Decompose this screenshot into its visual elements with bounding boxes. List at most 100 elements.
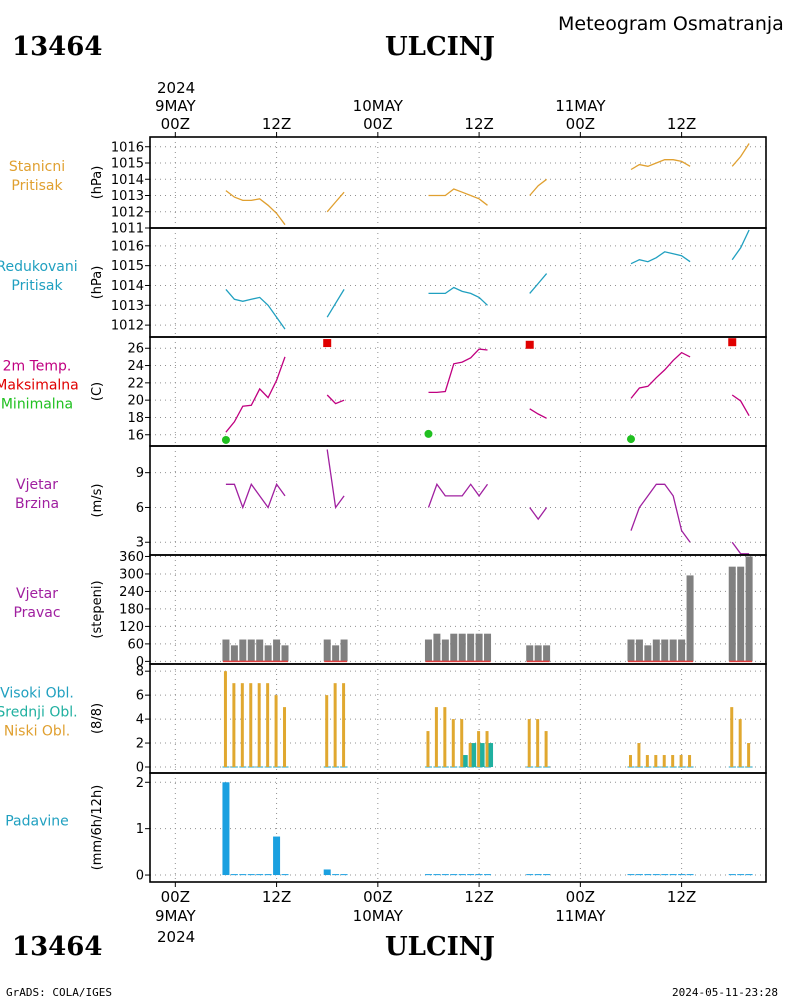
cloud-low-bar-21	[544, 731, 548, 768]
date-label-bottom-2: 10MAY	[353, 907, 404, 925]
cloud-low-bar-27	[671, 755, 675, 768]
ytick-label-wind-direction-4: 240	[119, 585, 144, 600]
panel-label-wind-direction-0: Vjetar	[16, 586, 58, 602]
ytick-label-wind-direction-6: 360	[119, 550, 144, 565]
cloud-low-bar-31	[738, 719, 742, 768]
wind-direction-bar-8	[323, 639, 331, 662]
station_pressure-series-line-3	[529, 178, 547, 196]
time-tick-top-5: 12Z	[667, 115, 696, 133]
wind-direction-bar-26	[661, 639, 669, 662]
precipitation-bar-16	[467, 874, 475, 876]
wind-direction-bar-15	[458, 633, 466, 662]
ytick-label-station-pressure-4: 1015	[111, 157, 144, 172]
panel-frame-wind-speed	[149, 445, 767, 556]
panel-wind-direction: 0 60 120 180 240 300 360 (stepeni) Vjetar Pravac	[13, 550, 767, 670]
precipitation-bar-6	[273, 836, 281, 876]
temp-max-marker-2	[728, 338, 737, 347]
panel-temperature: 16 18 20 22 24 26 (C) 2m Temp. Maksimalna Minimal…	[0, 336, 767, 447]
cloud-low-bar-12	[434, 707, 438, 768]
ytick-label-cloud-cover-3: 6	[136, 689, 144, 704]
cloud-low-bar-10	[342, 683, 346, 768]
station_pressure-series-line-0	[225, 190, 286, 226]
reduced_pressure-series-line-4	[630, 251, 691, 265]
ytick-label-temperature-3: 22	[127, 376, 144, 391]
ytick-label-wind-speed-0: 3	[136, 536, 144, 551]
time-tick-bottom-3: 12Z	[464, 888, 493, 906]
time-tick-top-3: 12Z	[464, 115, 493, 133]
wind-direction-bar-21	[543, 645, 551, 662]
wind-direction-bar-14	[450, 633, 458, 662]
cloud-low-bar-13	[443, 707, 447, 768]
temperature-series-line-1	[326, 394, 345, 405]
wind-direction-bar-22	[627, 639, 635, 662]
panel-label-wind-speed-1: Brzina	[15, 496, 59, 512]
ytick-label-temperature-4: 24	[127, 359, 144, 374]
wind-direction-bar-5	[264, 645, 272, 662]
wind-direction-bar-6	[273, 639, 281, 662]
ytick-label-cloud-cover-0: 0	[136, 761, 144, 776]
precipitation-bar-25	[652, 874, 660, 876]
panel-precipitation: 0 1 2 (mm/6h/12h) Padavine	[5, 772, 767, 884]
cloud-low-bar-22	[628, 755, 632, 768]
station_pressure-series-line-1	[326, 191, 345, 213]
time-tick-top-2: 00Z	[363, 115, 392, 133]
ytick-label-reduced-pressure-2: 1014	[111, 279, 144, 294]
time-tick-top-1: 12Z	[262, 115, 291, 133]
time-tick-bottom-5: 12Z	[667, 888, 696, 906]
cloud-low-bar-9	[333, 683, 337, 768]
station_pressure-series-line-2	[428, 188, 488, 206]
wind-direction-bar-31	[737, 566, 745, 662]
cloud-low-bar-7	[283, 707, 287, 768]
unit-label-temperature: (C)	[90, 382, 105, 401]
city-title-bottom: ULCINJ	[385, 932, 495, 962]
temp-min-marker-1	[424, 429, 433, 438]
panel-frame-reduced-pressure	[149, 227, 767, 338]
year-label-top: 2024	[157, 79, 195, 97]
cloud-low-bar-5	[266, 683, 270, 768]
cloud-low-bar-2	[240, 683, 244, 768]
station-id-bottom: 13464	[12, 932, 102, 962]
unit-label-reduced-pressure: (hPa)	[90, 266, 105, 300]
wind-direction-bar-10	[340, 639, 348, 662]
wind-direction-bar-30	[728, 566, 736, 662]
precipitation-bar-28	[678, 874, 686, 876]
panel-wind-speed: 3 6 9 (m/s) Vjetar Brzina	[15, 445, 767, 556]
wind-direction-bar-12	[433, 633, 441, 662]
unit-label-station-pressure: (hPa)	[90, 166, 105, 200]
cloud-low-bar-6	[274, 695, 278, 768]
unit-label-precipitation: (mm/6h/12h)	[90, 785, 105, 871]
cloud-mid-bar-17	[477, 743, 485, 768]
panel-label-reduced-pressure-1: Pritisak	[11, 278, 63, 294]
ytick-label-cloud-cover-4: 8	[136, 665, 144, 680]
wind-direction-bar-18	[484, 633, 492, 662]
ytick-label-temperature-1: 18	[127, 411, 144, 426]
date-label-bottom-0: 9MAY	[155, 907, 197, 925]
wind-direction-bar-25	[652, 639, 660, 662]
station-id-top: 13464	[12, 32, 102, 62]
time-tick-top-0: 00Z	[161, 115, 190, 133]
reduced_pressure-series-line-1	[326, 289, 345, 318]
temp-max-marker-1	[525, 340, 534, 349]
cloud-low-bar-19	[527, 719, 531, 768]
time-tick-bottom-0: 00Z	[161, 888, 190, 906]
precipitation-bar-17	[475, 874, 483, 876]
precipitation-bar-1	[230, 874, 238, 876]
panels-group: 101110121013101410151016(hPa)StanicniPri…	[0, 136, 767, 884]
wind_speed-series-line-0	[225, 482, 286, 510]
cloud-low-bar-28	[679, 755, 683, 768]
meteogram-subtitle: Meteogram Osmatranja	[558, 13, 784, 35]
station_pressure-series-line-4	[630, 159, 691, 171]
ytick-label-reduced-pressure-3: 1015	[111, 259, 144, 274]
precipitation-bar-32	[745, 874, 753, 876]
precipitation-bar-14	[450, 874, 458, 876]
ytick-label-wind-speed-2: 9	[136, 466, 144, 481]
cloud-mid-bar-18	[486, 743, 494, 768]
precipitation-bar-26	[661, 874, 669, 876]
precipitation-bar-9	[332, 874, 340, 876]
wind-direction-bar-16	[467, 633, 475, 662]
ytick-label-temperature-2: 20	[127, 394, 144, 409]
precipitation-bar-24	[644, 874, 652, 876]
wind-direction-bar-23	[635, 639, 643, 662]
precipitation-bar-27	[669, 874, 677, 876]
